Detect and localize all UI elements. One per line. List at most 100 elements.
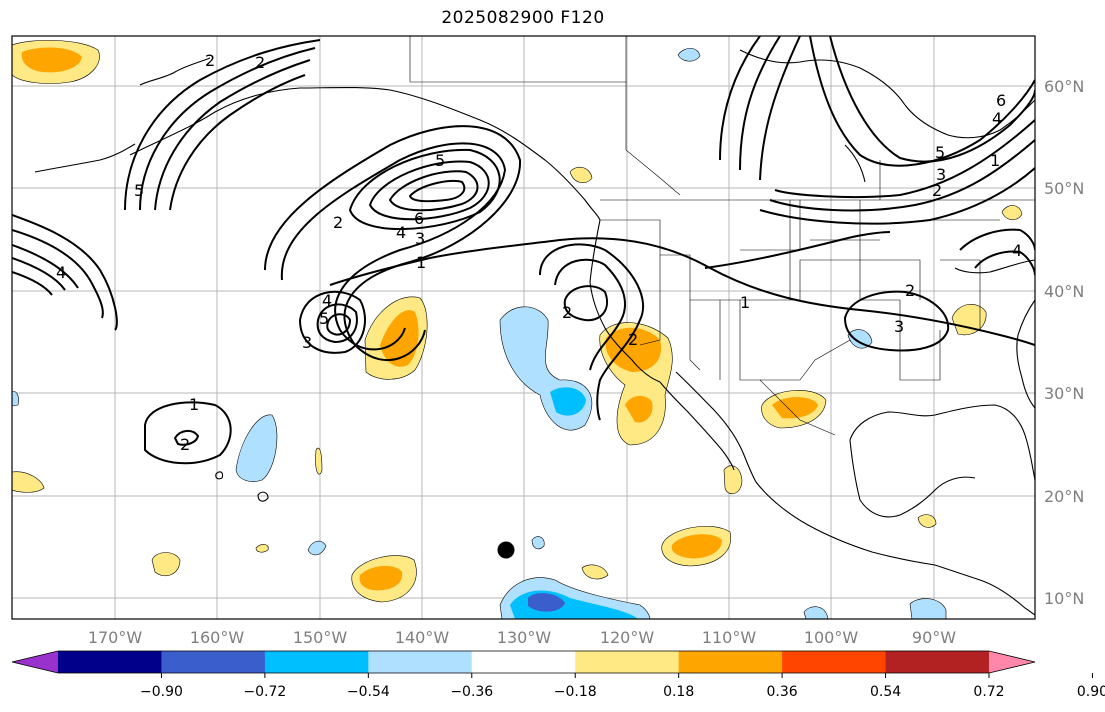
colorbar-tick-label: 0.72 xyxy=(973,684,1004,700)
lat-label: 30°N xyxy=(1044,384,1084,403)
contour-label: 5 xyxy=(435,151,445,170)
height-contours xyxy=(12,36,1035,465)
positive-anomaly xyxy=(255,544,269,553)
anomaly-shading xyxy=(12,39,1023,619)
colorbar-outline xyxy=(11,650,1036,674)
colorbar-cell xyxy=(58,651,162,673)
negative-anomaly xyxy=(235,414,278,482)
contour-label: 2 xyxy=(932,181,942,200)
storm-center-dot xyxy=(497,541,515,559)
lon-label: 90°W xyxy=(912,628,956,647)
positive-anomaly xyxy=(625,395,653,423)
contour-label: 5 xyxy=(935,143,945,162)
lon-label: 130°W xyxy=(497,628,552,647)
negative-anomaly xyxy=(307,540,327,556)
colorbar-extend-high xyxy=(989,651,1035,673)
contour-label: 3 xyxy=(302,333,312,352)
colorbar: −0.90 −0.72 −0.54 −0.36 −0.18 0.18 0.36 0.54 0.7… xyxy=(11,650,1105,700)
contour-label: 4 xyxy=(322,291,332,310)
lat-label: 50°N xyxy=(1044,179,1084,198)
colorbar-cell xyxy=(368,651,473,673)
colorbar-tick-label: 0.90 xyxy=(1077,684,1105,700)
contour-label: 3 xyxy=(894,317,904,336)
contour-label: 1 xyxy=(189,395,199,414)
colorbar-tick-label: 0.18 xyxy=(663,684,694,700)
positive-anomaly xyxy=(12,471,45,493)
negative-anomaly xyxy=(528,593,565,612)
positive-anomaly xyxy=(21,47,82,73)
coastlines xyxy=(34,49,1035,616)
contour-labels: 2 2 5 4 5 2 6 4 3 1 4 5 3 1 2 2 2 1 2 3 … xyxy=(56,51,1022,454)
negative-anomaly xyxy=(677,48,701,62)
map-title: 2025082900 F120 xyxy=(441,8,605,28)
contour-label: 2 xyxy=(180,435,190,454)
positive-anomaly xyxy=(1001,205,1023,221)
contour-label: 2 xyxy=(628,330,638,349)
lat-label: 10°N xyxy=(1044,589,1084,608)
negative-anomaly xyxy=(12,391,19,407)
lon-label: 160°W xyxy=(190,628,245,647)
contour-label: 2 xyxy=(562,303,572,322)
colorbar-cell xyxy=(161,651,266,673)
lon-label: 120°W xyxy=(600,628,655,647)
positive-anomaly xyxy=(569,166,593,184)
contour-label: 6 xyxy=(414,209,424,228)
negative-anomaly xyxy=(909,598,947,619)
map-border xyxy=(11,35,1036,620)
colorbar-extend-low xyxy=(12,651,58,673)
contour-label: 4 xyxy=(56,263,66,282)
contour-label: 5 xyxy=(319,309,329,328)
positive-anomaly xyxy=(951,304,987,336)
colorbar-tick-label: 0.54 xyxy=(870,684,901,700)
contour-label: 3 xyxy=(936,165,946,184)
positive-anomaly xyxy=(917,514,937,528)
lat-label: 40°N xyxy=(1044,282,1084,301)
contour-label: 4 xyxy=(1012,241,1022,260)
positive-anomaly xyxy=(315,447,323,475)
colorbar-tick-label: −0.18 xyxy=(554,684,597,700)
contour-label: 1 xyxy=(416,253,426,272)
contour-label: 6 xyxy=(996,91,1006,110)
positive-anomaly xyxy=(581,564,609,580)
colorbar-cell xyxy=(885,651,990,673)
lon-label: 110°W xyxy=(702,628,757,647)
contour-label: 2 xyxy=(205,51,215,70)
positive-anomaly xyxy=(151,552,181,576)
colorbar-tick-label: −0.72 xyxy=(243,684,286,700)
lon-label: 140°W xyxy=(395,628,450,647)
positive-anomaly xyxy=(671,534,722,559)
negative-anomaly xyxy=(550,387,586,416)
negative-anomaly xyxy=(531,536,545,550)
colorbar-cell xyxy=(575,651,680,673)
colorbar-cell xyxy=(471,651,576,673)
colorbar-tick-label: −0.90 xyxy=(140,684,183,700)
colorbar-cell xyxy=(782,651,887,673)
lat-label: 60°N xyxy=(1044,77,1084,96)
contour-label: 4 xyxy=(396,223,406,242)
contour-label: 3 xyxy=(415,229,425,248)
lon-label: 150°W xyxy=(293,628,348,647)
contour-label: 1 xyxy=(990,151,1000,170)
colorbar-tick-label: −0.36 xyxy=(450,684,493,700)
colorbar-cell xyxy=(264,651,369,673)
colorbar-tick-label: 0.36 xyxy=(767,684,798,700)
lon-label: 100°W xyxy=(804,628,859,647)
lat-label: 20°N xyxy=(1044,487,1084,506)
colorbar-cell xyxy=(678,651,783,673)
colorbar-tick-label: −0.54 xyxy=(347,684,390,700)
contour-label: 1 xyxy=(740,293,750,312)
negative-anomaly xyxy=(847,329,873,349)
latitude-labels: 60°N 50°N 40°N 30°N 20°N 10°N xyxy=(1044,77,1084,608)
lon-label: 170°W xyxy=(88,628,143,647)
positive-anomaly xyxy=(359,565,403,591)
positive-anomaly xyxy=(772,397,818,419)
contour-label: 2 xyxy=(255,53,265,72)
contour-label: 2 xyxy=(905,281,915,300)
negative-anomaly xyxy=(803,606,829,619)
positive-anomaly xyxy=(605,327,662,372)
contour-label: 5 xyxy=(134,181,144,200)
contour-label: 2 xyxy=(333,213,343,232)
contour-label: 4 xyxy=(992,109,1002,128)
positive-anomaly xyxy=(723,465,743,495)
